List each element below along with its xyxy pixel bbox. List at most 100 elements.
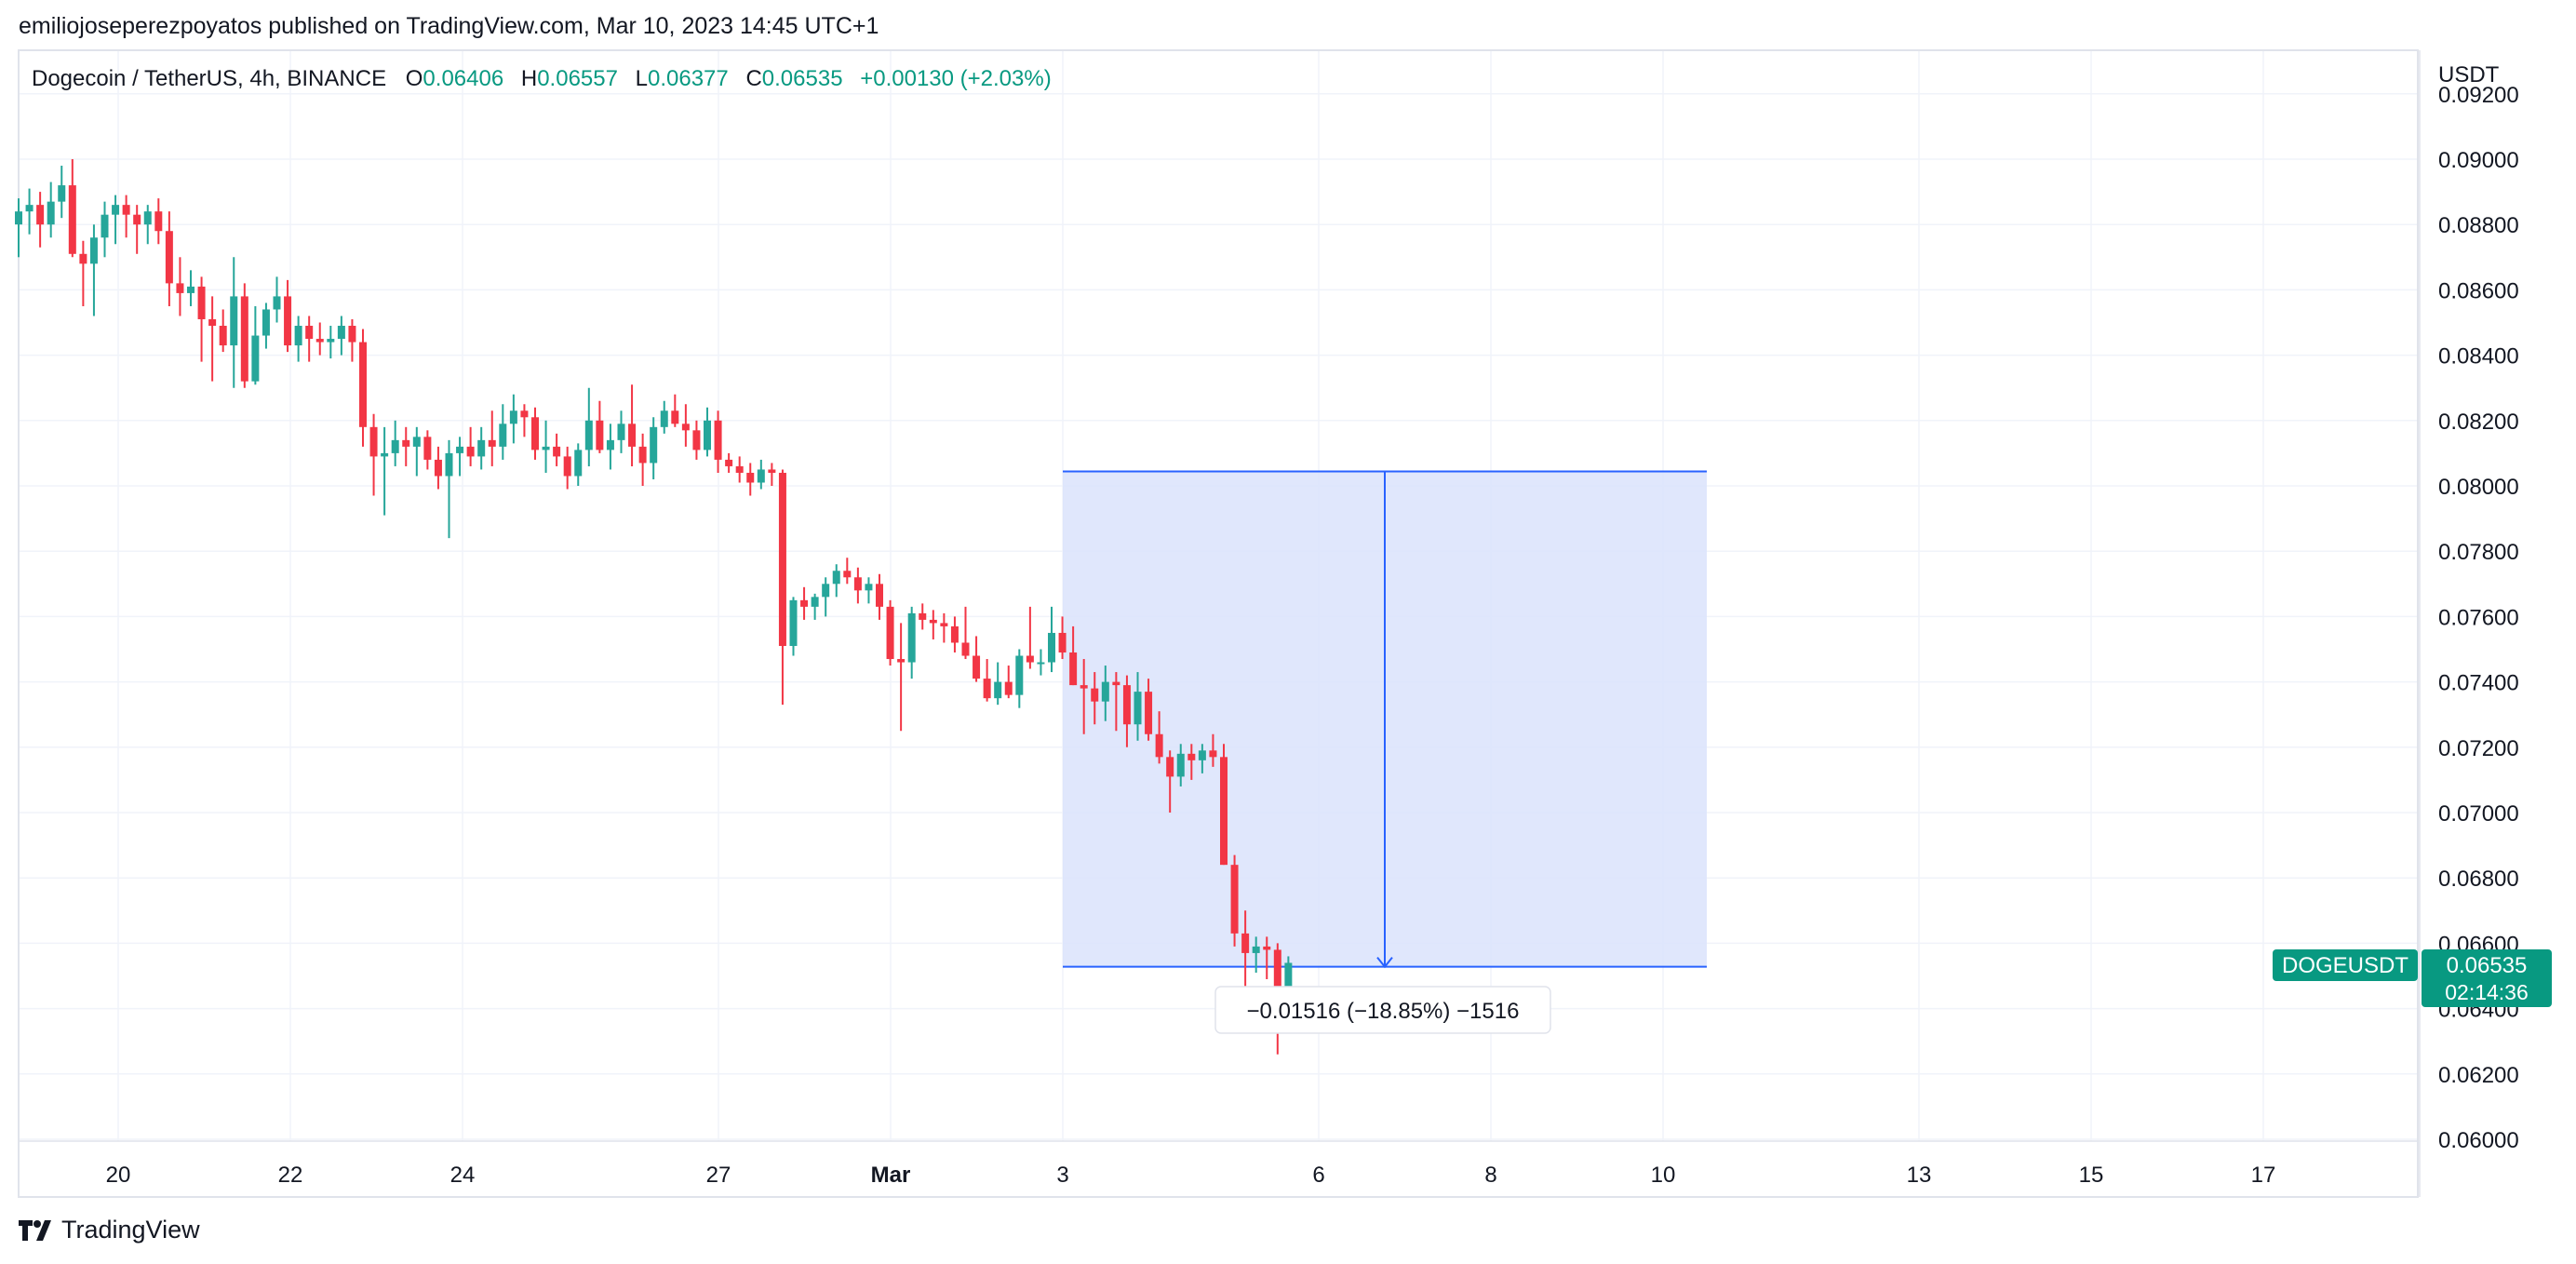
candle-body <box>36 205 45 225</box>
candle-body <box>488 439 496 447</box>
candle-body <box>746 472 755 483</box>
candle-body <box>1069 652 1078 686</box>
candle-body <box>369 426 378 457</box>
candle-body <box>907 612 916 663</box>
candle-body <box>1122 685 1131 725</box>
candle-body <box>337 326 345 340</box>
candle-body <box>822 584 830 598</box>
legend-close-label: C <box>745 66 761 91</box>
candle-body <box>327 339 335 343</box>
candle-body <box>187 286 195 293</box>
candle-body <box>961 642 970 656</box>
candle-body <box>1166 757 1174 777</box>
candle-body <box>1187 753 1196 760</box>
candle-body <box>1145 692 1153 734</box>
candle-body <box>112 205 120 215</box>
candle-body <box>671 410 679 424</box>
tradingview-logo-icon <box>19 1219 51 1241</box>
legend-symbol: Dogecoin / TetherUS, 4h, BINANCE <box>32 66 386 91</box>
candle-body <box>1134 692 1142 725</box>
candle-body <box>1101 681 1109 702</box>
candle-body <box>423 437 432 460</box>
symbol-tag: DOGEUSDT <box>2282 953 2408 978</box>
candle-body <box>768 469 776 473</box>
candle-body <box>294 326 302 346</box>
candle-body <box>628 424 637 447</box>
candle-body <box>197 286 206 319</box>
time-tick-label: 27 <box>706 1163 731 1188</box>
candle-body <box>25 205 34 212</box>
candle-body <box>251 335 260 382</box>
last-price-tag: DOGEUSDT 0.06535 02:14:36 <box>2273 949 2552 1007</box>
last-price-value: 0.06535 <box>2447 953 2528 978</box>
price-tick-label: 0.06800 <box>2438 867 2519 892</box>
candle-body <box>499 424 507 447</box>
candle-body <box>1037 662 1045 665</box>
candle-body <box>553 446 561 457</box>
time-tick-label: Mar <box>871 1163 911 1188</box>
candle-body <box>305 326 314 340</box>
time-tick-label: 20 <box>106 1163 131 1188</box>
candle-body <box>725 459 733 466</box>
candle-body <box>563 456 571 477</box>
candle-body <box>284 296 292 346</box>
candle-body <box>47 201 55 225</box>
candle-body <box>1198 750 1206 760</box>
legend-low-label: L <box>636 66 648 91</box>
candle-body <box>391 439 399 453</box>
candle-body <box>542 446 550 450</box>
candle-body <box>832 571 840 585</box>
candle-body <box>994 681 1002 699</box>
candle-body <box>1252 946 1260 953</box>
candle-body <box>381 452 389 457</box>
candle-body <box>886 606 894 660</box>
candle-body <box>1241 933 1250 953</box>
candle-body <box>1091 688 1099 702</box>
legend-open-label: O <box>406 66 423 91</box>
candle-body <box>638 446 647 464</box>
price-tick-label: 0.07000 <box>2438 801 2519 827</box>
candle-body <box>412 437 421 447</box>
price-tick-label: 0.07800 <box>2438 540 2519 565</box>
candle-body <box>402 439 410 447</box>
candle-body <box>735 465 744 473</box>
price-tick-label: 0.07600 <box>2438 605 2519 630</box>
measure-arrowhead-icon <box>1376 957 1393 969</box>
candle-body <box>1058 632 1067 653</box>
time-axis[interactable]: 20 22 24 27 Mar 3 6 8 10 13 15 17 <box>106 1163 2276 1188</box>
candle-body <box>950 625 959 643</box>
candle-body <box>650 426 658 464</box>
candlestick-series[interactable] <box>15 159 1293 1055</box>
candle-body <box>273 296 281 310</box>
tradingview-logo[interactable]: TradingView <box>19 1216 200 1244</box>
price-tick-label: 0.06000 <box>2438 1128 2519 1153</box>
candle-body <box>531 417 539 450</box>
price-tick-label: 0.06200 <box>2438 1063 2519 1088</box>
time-tick-label: 8 <box>1484 1163 1496 1188</box>
tradingview-brand: TradingView <box>61 1216 200 1244</box>
price-tick-label: 0.09000 <box>2438 148 2519 173</box>
candle-body <box>456 446 464 453</box>
price-tick-label: 0.07400 <box>2438 671 2519 696</box>
candle-body <box>1209 750 1217 758</box>
published-line: emiliojoseperezpoyatos published on Trad… <box>19 13 879 39</box>
legend-open-value: 0.06406 <box>423 66 503 91</box>
candle-body <box>165 231 173 284</box>
candle-body <box>68 185 76 254</box>
symbol-tag-background <box>2273 949 2418 981</box>
candle-body <box>240 296 248 382</box>
candle-body <box>315 339 324 343</box>
candle-body <box>15 211 22 225</box>
legend-low-value: 0.06377 <box>648 66 729 91</box>
measure-tool[interactable] <box>1063 470 1707 969</box>
candle-body <box>811 597 819 607</box>
candle-body <box>897 659 906 663</box>
candle-body <box>714 420 722 460</box>
candle-body <box>1155 733 1163 758</box>
candle-body <box>1230 865 1239 934</box>
candle-body <box>757 469 765 483</box>
candle-body <box>1112 681 1120 686</box>
candle-body <box>843 571 852 578</box>
candle-body <box>89 237 98 264</box>
